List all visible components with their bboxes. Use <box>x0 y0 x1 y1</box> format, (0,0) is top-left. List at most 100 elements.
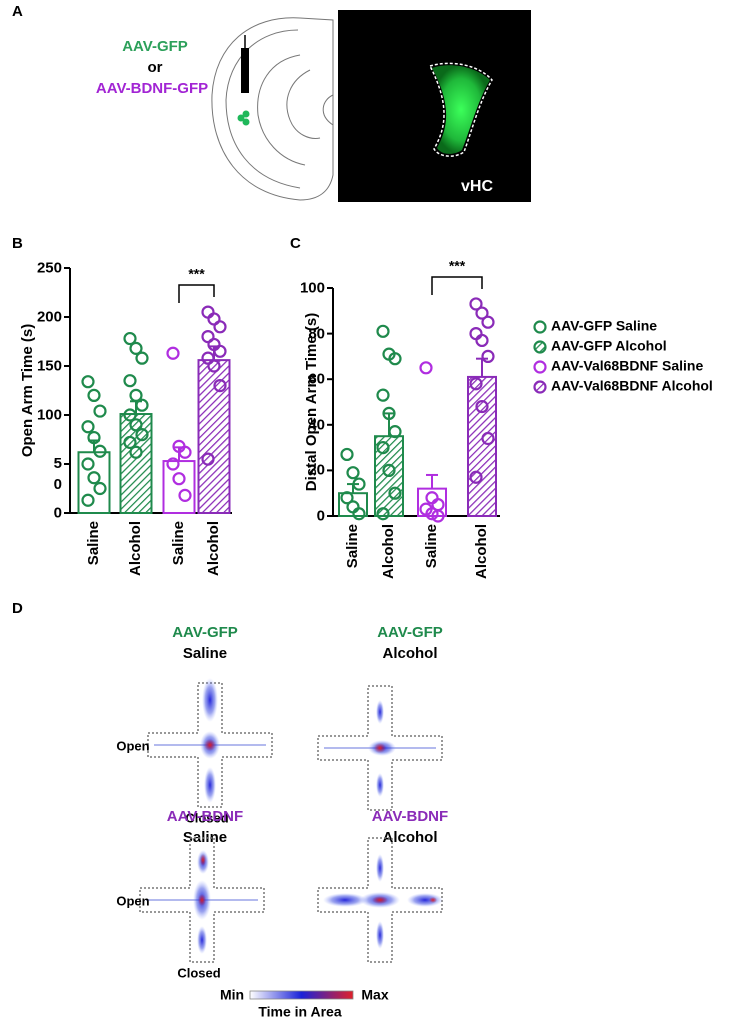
legend-label: AAV-Val68BDNF Alcohol <box>551 378 713 394</box>
data-point <box>340 447 354 462</box>
legend-marker <box>533 360 547 374</box>
data-point <box>213 379 227 393</box>
y-tick-label: 40 <box>308 416 325 434</box>
structure-line <box>322 94 334 126</box>
data-point <box>93 404 107 418</box>
colorbar-max: Max <box>361 987 388 1003</box>
data-point <box>81 493 95 507</box>
data-point <box>129 418 143 432</box>
y-tick-label: 60 <box>308 370 325 388</box>
data-point <box>178 445 192 459</box>
data-point <box>469 297 483 311</box>
maze-outline <box>317 837 443 963</box>
data-point <box>352 507 366 521</box>
panel-label: C <box>290 235 301 252</box>
data-point <box>481 349 495 363</box>
arm-label: Closed <box>185 810 228 825</box>
group-virus: AAV-GFP <box>377 624 443 641</box>
heat-blob <box>407 893 443 907</box>
data-point <box>388 486 402 500</box>
region-label: vHC <box>461 178 493 195</box>
legend-label: AAV-Val68BDNF Saline <box>551 358 703 374</box>
construct-label: AAV-GFP <box>122 38 188 55</box>
data-point <box>123 374 137 388</box>
maze-outline <box>317 685 443 811</box>
data-point <box>481 315 495 329</box>
y-tick-label: 100 <box>299 279 325 297</box>
data-point <box>135 351 149 365</box>
y-tick-label: 80 <box>308 325 325 343</box>
significance-label: *** <box>188 266 205 282</box>
cortex-line <box>225 29 301 189</box>
hippocampus-line <box>257 54 306 166</box>
data-point <box>425 507 439 521</box>
heat-peak <box>429 897 437 903</box>
significance-bracket <box>178 284 215 303</box>
legend-label: AAV-GFP Saline <box>551 318 657 334</box>
colorbar-title: Time in Area <box>258 1004 341 1020</box>
x-tick-label: Alcohol <box>205 521 222 576</box>
brain-section <box>211 17 334 201</box>
arm-label: Open <box>116 738 149 753</box>
data-point <box>382 406 396 420</box>
colorbar <box>249 990 354 1000</box>
data-point <box>81 375 95 389</box>
data-point <box>135 398 149 412</box>
data-point <box>469 327 483 341</box>
heat-blob <box>376 921 384 949</box>
y-axis-label: Distal Open Arm Time (s) <box>303 313 320 491</box>
y-tick-label: 0 <box>53 504 62 522</box>
data-point <box>93 444 107 458</box>
data-point <box>475 306 489 320</box>
x-tick-label: Saline <box>85 521 102 565</box>
data-point <box>469 470 483 484</box>
data-point <box>388 425 402 439</box>
probe <box>241 48 249 93</box>
legend-marker <box>533 380 547 394</box>
legend-marker <box>533 340 547 354</box>
data-point <box>201 452 215 466</box>
data-point <box>481 431 495 446</box>
maze-outline <box>147 682 273 808</box>
panel-label: A <box>12 3 23 20</box>
y-tick-label: 250 <box>36 259 62 277</box>
group-condition: Alcohol <box>383 829 438 846</box>
heat-peak <box>374 743 386 753</box>
legend-label: AAV-GFP Alcohol <box>551 338 667 354</box>
heat-blob <box>204 767 216 803</box>
data-point <box>431 509 445 523</box>
group-condition: Alcohol <box>383 645 438 662</box>
y-tick-label: 100 <box>36 406 62 424</box>
data-point <box>213 344 227 358</box>
data-point <box>382 463 396 477</box>
y-tick-label: 5 0 <box>53 455 62 493</box>
x-tick-label: Alcohol <box>380 524 397 579</box>
heat-blob <box>202 678 218 722</box>
group-condition: Saline <box>183 829 227 846</box>
injection-dot <box>237 114 245 122</box>
data-point <box>81 420 95 434</box>
data-point <box>166 457 180 471</box>
colorbar-min: Min <box>220 987 244 1003</box>
y-tick-label: 20 <box>308 461 325 479</box>
data-point <box>475 333 489 348</box>
y-tick-label: 0 <box>316 507 325 525</box>
heat-blob <box>376 773 384 797</box>
x-tick-label: Saline <box>344 524 361 568</box>
heat-peak <box>200 854 206 866</box>
data-point <box>135 428 149 442</box>
data-point <box>178 488 192 502</box>
or-label: or <box>148 59 163 76</box>
heat-blob <box>376 854 384 882</box>
arm-label: Closed <box>177 965 220 980</box>
vhc-outline <box>428 62 493 157</box>
bar <box>162 460 196 514</box>
data-point <box>123 331 137 346</box>
group-condition: Saline <box>183 645 227 662</box>
group-virus: AAV-GFP <box>172 624 238 641</box>
data-point <box>376 441 390 455</box>
x-tick-label: Alcohol <box>473 524 490 579</box>
data-point <box>87 471 101 485</box>
heat-blob <box>376 700 384 724</box>
